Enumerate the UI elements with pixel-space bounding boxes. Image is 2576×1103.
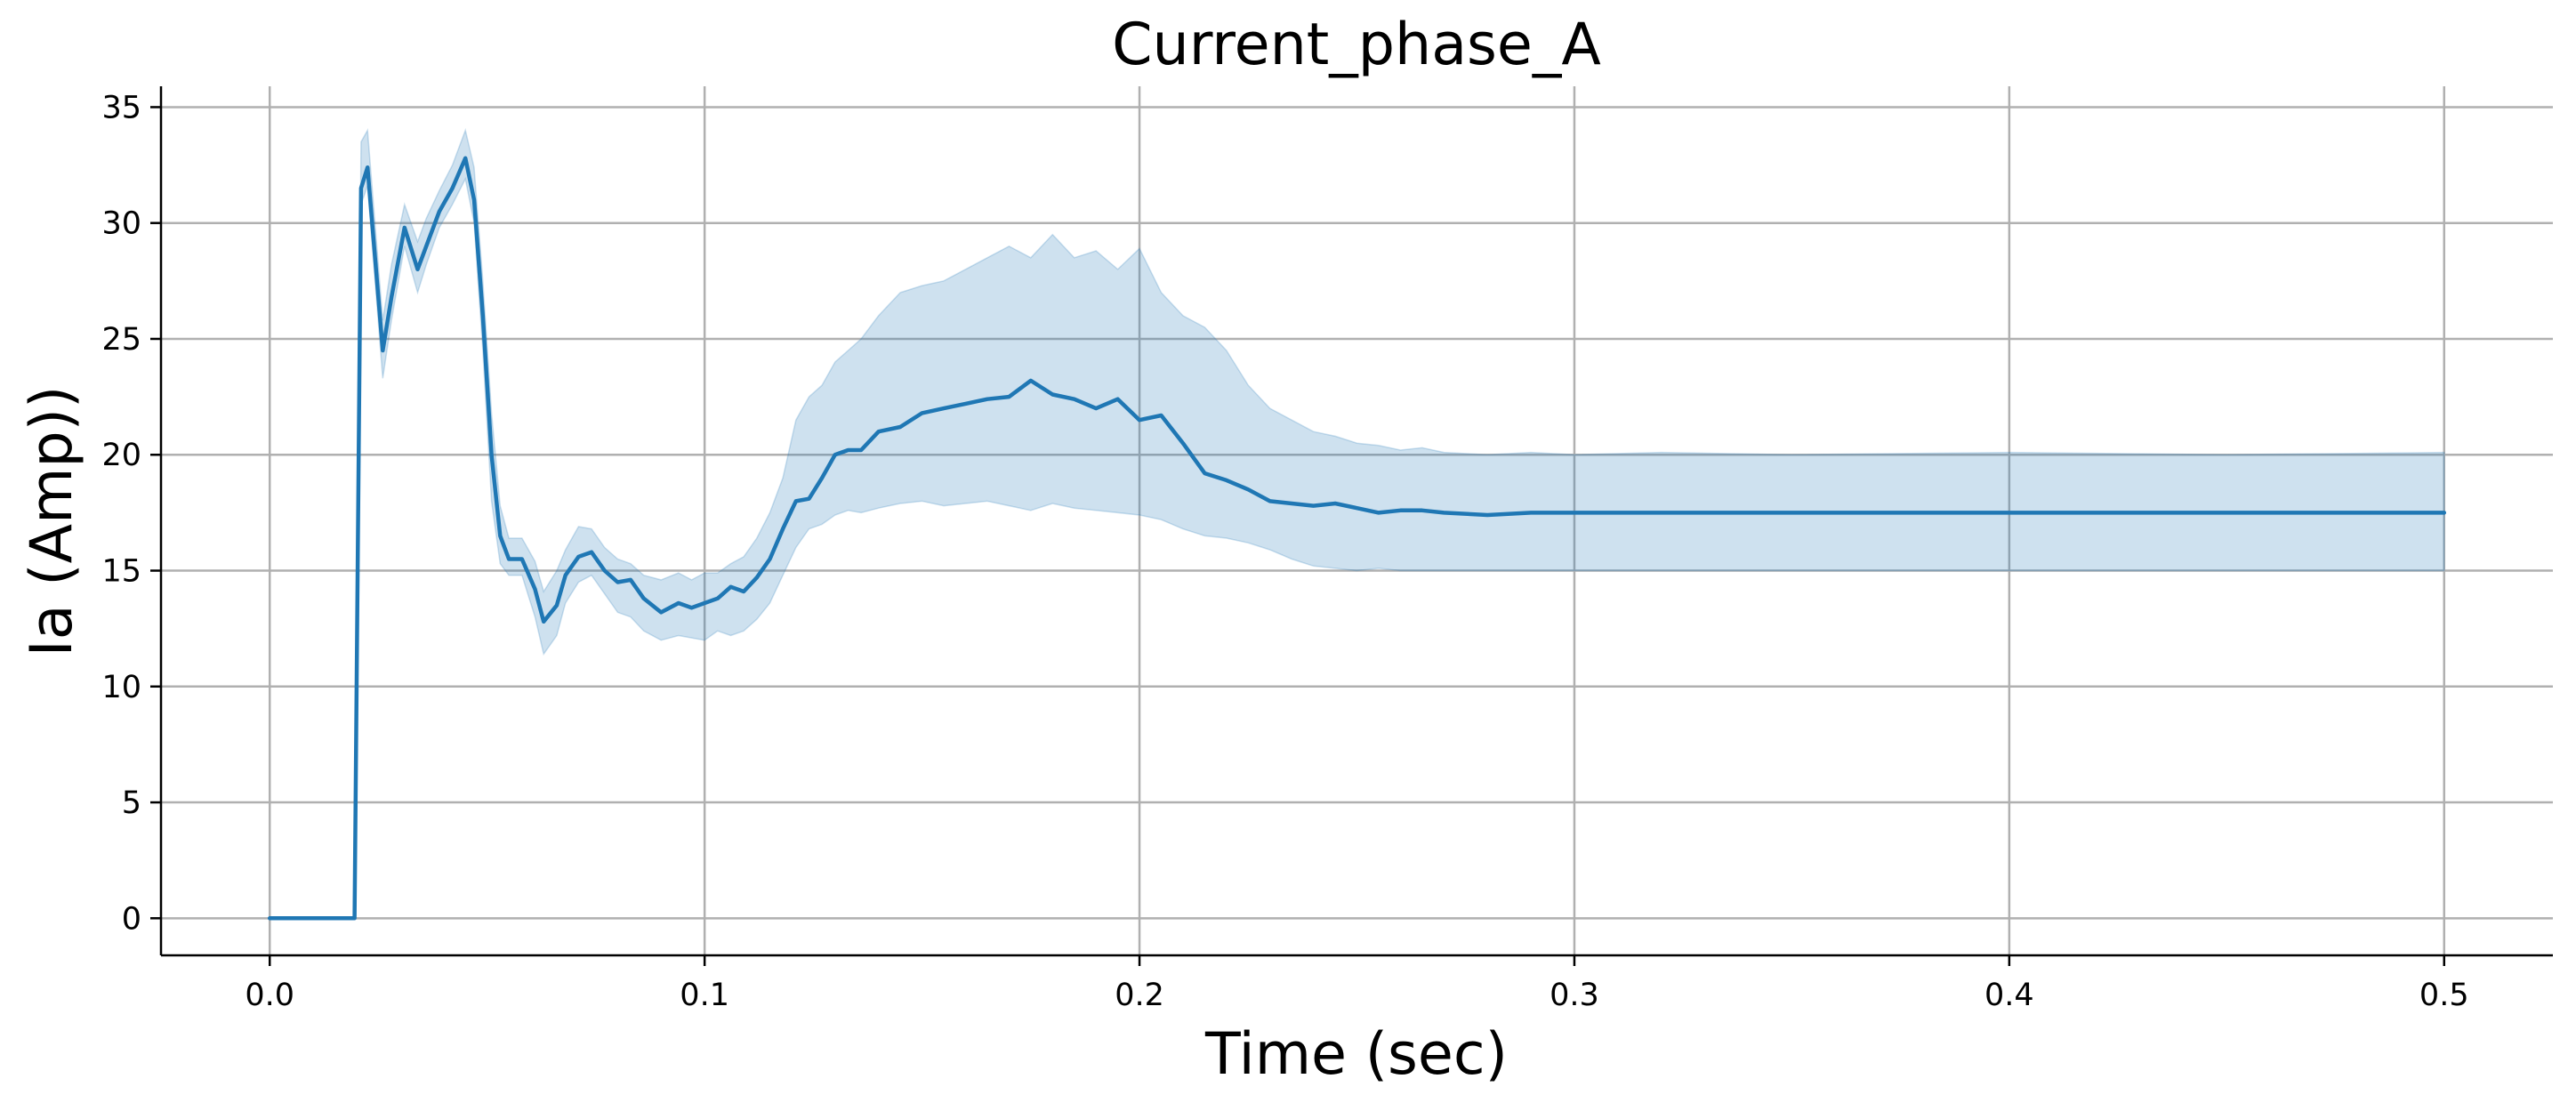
axes: [159, 86, 2553, 957]
y-tick-label: 20: [101, 438, 141, 473]
confidence-band: [270, 127, 2445, 920]
y-tick-label: 15: [101, 554, 141, 590]
grid-lines: [161, 86, 2553, 955]
y-tick-label: 30: [101, 206, 141, 242]
y-tick-label: 5: [122, 785, 141, 821]
y-ticks: 0 5 10 15 20 25 30 35: [101, 90, 161, 937]
x-tick-label: 0.0: [245, 978, 294, 1013]
x-axis-label: Time (sec): [1204, 1021, 1508, 1088]
x-tick-label: 0.5: [2419, 978, 2469, 1013]
y-tick-label: 25: [101, 322, 141, 358]
x-tick-label: 0.4: [1984, 978, 2034, 1013]
x-tick-label: 0.2: [1115, 978, 1164, 1013]
x-ticks: 0.0 0.1 0.2 0.3 0.4 0.5: [245, 955, 2469, 1013]
y-axis-label: Ia (Amp)): [19, 386, 85, 657]
x-tick-label: 0.1: [680, 978, 729, 1013]
y-tick-label: 35: [101, 90, 141, 125]
y-tick-label: 10: [101, 670, 141, 705]
chart-title: Current_phase_A: [1112, 12, 1601, 78]
y-tick-label: 0: [122, 901, 141, 937]
series-mean-line: [267, 156, 2447, 921]
x-tick-label: 0.3: [1550, 978, 1599, 1013]
